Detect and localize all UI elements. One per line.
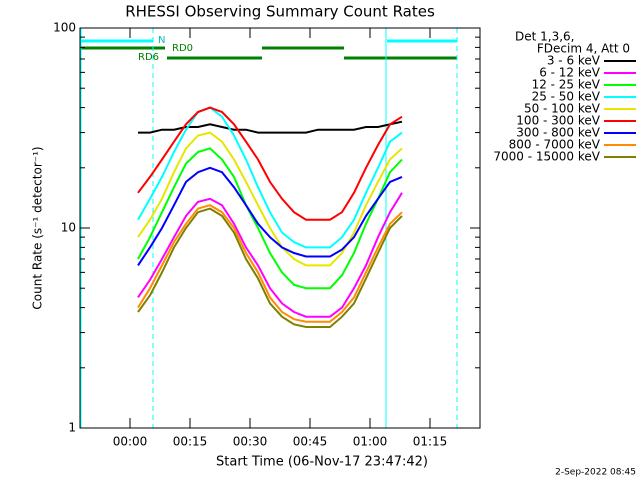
- y-tick-label: 100: [53, 21, 76, 35]
- y-axis-label: Count Rate (s⁻¹ detector⁻¹): [31, 146, 45, 309]
- series-line: [137, 106, 403, 249]
- legend-label: 100 - 300 keV: [516, 114, 600, 128]
- legend-label: 6 - 12 keV: [539, 66, 601, 80]
- series-line: [137, 106, 403, 221]
- x-tick-label: 01:15: [413, 435, 448, 449]
- series-line: [137, 131, 403, 267]
- legend-header: FDecim 4, Att 0: [537, 42, 630, 56]
- series-line: [137, 192, 403, 318]
- x-axis-label: Start Time (06-Nov-17 23:47:42): [216, 455, 428, 470]
- annotation: RD6: [138, 52, 159, 63]
- legend-label: 800 - 7000 keV: [509, 138, 601, 152]
- legend-label: 7000 - 15000 keV: [493, 150, 600, 164]
- timestamp: 2-Sep-2022 08:45: [555, 468, 636, 478]
- legend-label: 3 - 6 keV: [547, 54, 601, 68]
- chart-title: RHESSI Observing Summary Count Rates: [125, 3, 435, 21]
- legend-label: 300 - 800 keV: [516, 126, 600, 140]
- legend-label: 50 - 100 keV: [524, 102, 601, 116]
- annotation: RD0: [172, 43, 193, 54]
- plot-frame: [79, 27, 481, 429]
- annotation: N: [158, 35, 165, 46]
- x-tick-label: 01:00: [353, 435, 388, 449]
- legend-label: 25 - 50 keV: [532, 90, 601, 104]
- y-tick-label: 10: [61, 221, 76, 235]
- x-tick-label: 00:15: [173, 435, 208, 449]
- x-tick-label: 00:00: [113, 435, 148, 449]
- legend-label: 12 - 25 keV: [532, 78, 601, 92]
- legend-header: Det 1,3,6,: [515, 30, 575, 44]
- series-line: [137, 166, 403, 266]
- x-tick-label: 00:30: [233, 435, 268, 449]
- y-tick-label: 1: [68, 421, 76, 435]
- series-line: [137, 207, 403, 328]
- series-line: [138, 120, 403, 134]
- series-line: [137, 147, 403, 290]
- series-line: [137, 204, 403, 323]
- x-tick-label: 00:45: [293, 435, 328, 449]
